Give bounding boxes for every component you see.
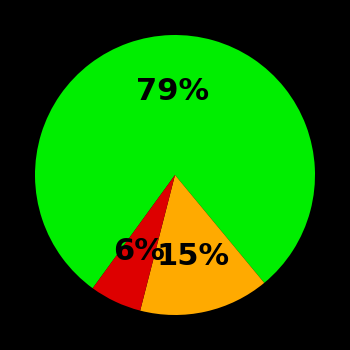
Text: 79%: 79% [136,77,209,106]
Text: 6%: 6% [113,237,165,266]
Wedge shape [35,35,315,288]
Text: 15%: 15% [157,243,230,272]
Wedge shape [140,175,264,315]
Wedge shape [93,175,175,310]
